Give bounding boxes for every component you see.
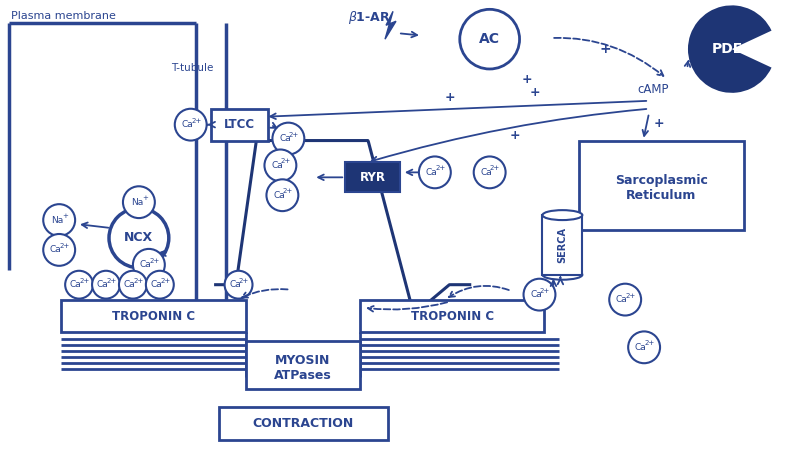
- Circle shape: [628, 331, 660, 363]
- Text: Ca: Ca: [229, 280, 241, 289]
- Circle shape: [523, 279, 556, 310]
- Text: Ca: Ca: [615, 295, 627, 304]
- Text: 2+: 2+: [79, 278, 90, 284]
- Text: 2+: 2+: [161, 278, 171, 284]
- Text: 2+: 2+: [645, 340, 655, 346]
- Text: 2+: 2+: [289, 131, 299, 137]
- Text: MYOSIN: MYOSIN: [275, 354, 331, 367]
- Circle shape: [119, 271, 147, 299]
- Text: RYR: RYR: [360, 171, 386, 184]
- Bar: [345, 163, 400, 192]
- Circle shape: [224, 271, 253, 299]
- Bar: [61, 300, 246, 332]
- Text: 2+: 2+: [283, 188, 293, 194]
- Text: 2+: 2+: [281, 158, 291, 164]
- Ellipse shape: [542, 270, 582, 280]
- Wedge shape: [688, 6, 771, 93]
- Circle shape: [43, 234, 75, 266]
- Text: Ca: Ca: [139, 260, 151, 269]
- Text: Ca: Ca: [530, 290, 542, 299]
- Bar: [219, 407, 388, 440]
- Text: $\it{\beta}$1-AR: $\it{\beta}$1-AR: [348, 9, 391, 27]
- Text: 2+: 2+: [106, 278, 116, 284]
- Text: Ca: Ca: [635, 343, 646, 352]
- Circle shape: [146, 271, 174, 299]
- Text: Ca: Ca: [181, 120, 193, 129]
- Text: Plasma membrane: Plasma membrane: [11, 11, 116, 21]
- Text: +: +: [654, 116, 665, 130]
- Ellipse shape: [542, 210, 582, 220]
- Text: SERCA: SERCA: [557, 227, 567, 263]
- Text: Ca: Ca: [124, 280, 135, 289]
- Circle shape: [419, 157, 451, 188]
- Text: 2+: 2+: [191, 118, 201, 123]
- Text: 2+: 2+: [60, 243, 70, 249]
- Text: +: +: [522, 73, 532, 86]
- Circle shape: [474, 157, 505, 188]
- Circle shape: [175, 109, 207, 141]
- Text: T-tubule: T-tubule: [171, 63, 213, 73]
- Text: 2+: 2+: [133, 278, 143, 284]
- Text: 2+: 2+: [626, 293, 636, 299]
- Text: Ca: Ca: [97, 280, 109, 289]
- Text: Na: Na: [131, 198, 143, 207]
- Polygon shape: [385, 11, 396, 39]
- Text: AC: AC: [479, 32, 501, 46]
- Text: PDE: PDE: [712, 42, 744, 56]
- Text: +: +: [530, 86, 540, 99]
- Text: LTCC: LTCC: [224, 118, 255, 131]
- Text: +: +: [63, 213, 68, 219]
- Text: ATPases: ATPases: [274, 369, 331, 382]
- Text: Sarcoplasmic: Sarcoplasmic: [615, 174, 708, 187]
- Circle shape: [272, 123, 305, 154]
- Text: 2+: 2+: [239, 278, 249, 284]
- Circle shape: [65, 271, 93, 299]
- Text: 2+: 2+: [435, 165, 445, 171]
- Text: 2+: 2+: [150, 258, 160, 264]
- Bar: [579, 141, 744, 230]
- Text: +: +: [510, 129, 520, 142]
- Circle shape: [109, 208, 168, 268]
- Circle shape: [133, 249, 164, 281]
- Bar: [246, 342, 360, 389]
- Text: NCX: NCX: [124, 232, 153, 245]
- Circle shape: [460, 9, 519, 69]
- Text: TROPONIN C: TROPONIN C: [112, 309, 195, 322]
- Circle shape: [123, 186, 155, 218]
- Text: +: +: [142, 195, 148, 201]
- Text: CONTRACTION: CONTRACTION: [253, 417, 354, 430]
- Circle shape: [267, 179, 298, 211]
- Text: TROPONIN C: TROPONIN C: [411, 309, 494, 322]
- Bar: [360, 300, 545, 332]
- Text: +: +: [599, 42, 611, 56]
- Circle shape: [609, 284, 641, 315]
- Text: 2+: 2+: [540, 288, 550, 294]
- Text: Ca: Ca: [426, 168, 438, 177]
- Text: cAMP: cAMP: [637, 83, 669, 96]
- Circle shape: [43, 204, 75, 236]
- Text: Ca: Ca: [70, 280, 82, 289]
- Bar: [211, 109, 268, 141]
- Text: Ca: Ca: [150, 280, 162, 289]
- Text: Ca: Ca: [271, 161, 283, 170]
- Text: Ca: Ca: [480, 168, 492, 177]
- Text: Ca: Ca: [279, 134, 290, 143]
- Circle shape: [92, 271, 120, 299]
- Text: Ca: Ca: [50, 246, 61, 254]
- Text: +: +: [445, 91, 456, 104]
- Text: Reticulum: Reticulum: [626, 189, 696, 202]
- Text: Ca: Ca: [273, 191, 285, 200]
- Text: Na: Na: [51, 216, 63, 225]
- Text: 2+: 2+: [490, 165, 501, 171]
- Bar: [542, 215, 582, 275]
- Circle shape: [264, 150, 297, 181]
